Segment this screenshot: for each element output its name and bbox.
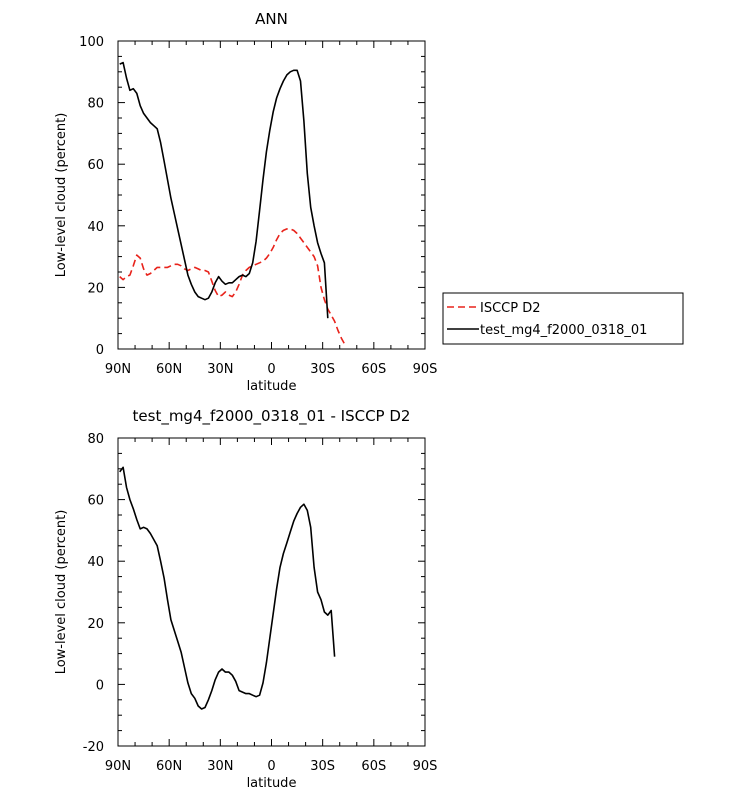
y-tick-label: -20 <box>83 740 104 755</box>
x-tick-label: 90N <box>105 362 131 377</box>
x-axis-label: latitude <box>247 379 297 394</box>
series-line-test-mg4-f2000-0318-01 <box>119 61 329 319</box>
legend-label: test_mg4_f2000_0318_01 <box>480 323 647 338</box>
y-tick-label: 40 <box>87 220 104 235</box>
y-tick-label: 0 <box>96 678 104 693</box>
x-axis-label: latitude <box>247 776 297 791</box>
x-tick-label: 30N <box>207 759 233 774</box>
x-tick-label: 30S <box>310 759 335 774</box>
x-tick-label: 60S <box>361 362 386 377</box>
chart-title-1: test_mg4_f2000_0318_01 - ISCCP D2 <box>133 407 411 426</box>
y-tick-label: 80 <box>87 97 104 112</box>
x-tick-label: 30N <box>207 362 233 377</box>
y-tick-label: 20 <box>87 617 104 632</box>
x-tick-label: 60S <box>361 759 386 774</box>
y-tick-label: 100 <box>79 35 104 50</box>
plot-frame-0 <box>117 40 426 350</box>
y-axis-label: Low-level cloud (percent) <box>54 510 69 675</box>
x-tick-label: 30S <box>310 362 335 377</box>
series-line-difference <box>119 466 336 710</box>
x-tick-label: 60N <box>156 362 182 377</box>
x-tick-label: 0 <box>267 362 275 377</box>
y-tick-label: 80 <box>87 432 104 447</box>
series-line-isccp-d2 <box>119 228 346 345</box>
x-tick-label: 90N <box>105 759 131 774</box>
x-tick-label: 0 <box>267 759 275 774</box>
y-axis-label: Low-level cloud (percent) <box>54 113 69 278</box>
y-tick-label: 0 <box>96 343 104 358</box>
chart-title-0: ANN <box>255 10 288 28</box>
y-tick-label: 60 <box>87 494 104 509</box>
x-tick-label: 90S <box>413 362 438 377</box>
y-tick-label: 20 <box>87 281 104 296</box>
legend-box <box>442 292 684 345</box>
plot-frame-1 <box>117 437 426 747</box>
y-tick-label: 40 <box>87 555 104 570</box>
x-tick-label: 60N <box>156 759 182 774</box>
x-tick-label: 90S <box>413 759 438 774</box>
y-tick-label: 60 <box>87 158 104 173</box>
legend-label: ISCCP D2 <box>480 301 541 316</box>
